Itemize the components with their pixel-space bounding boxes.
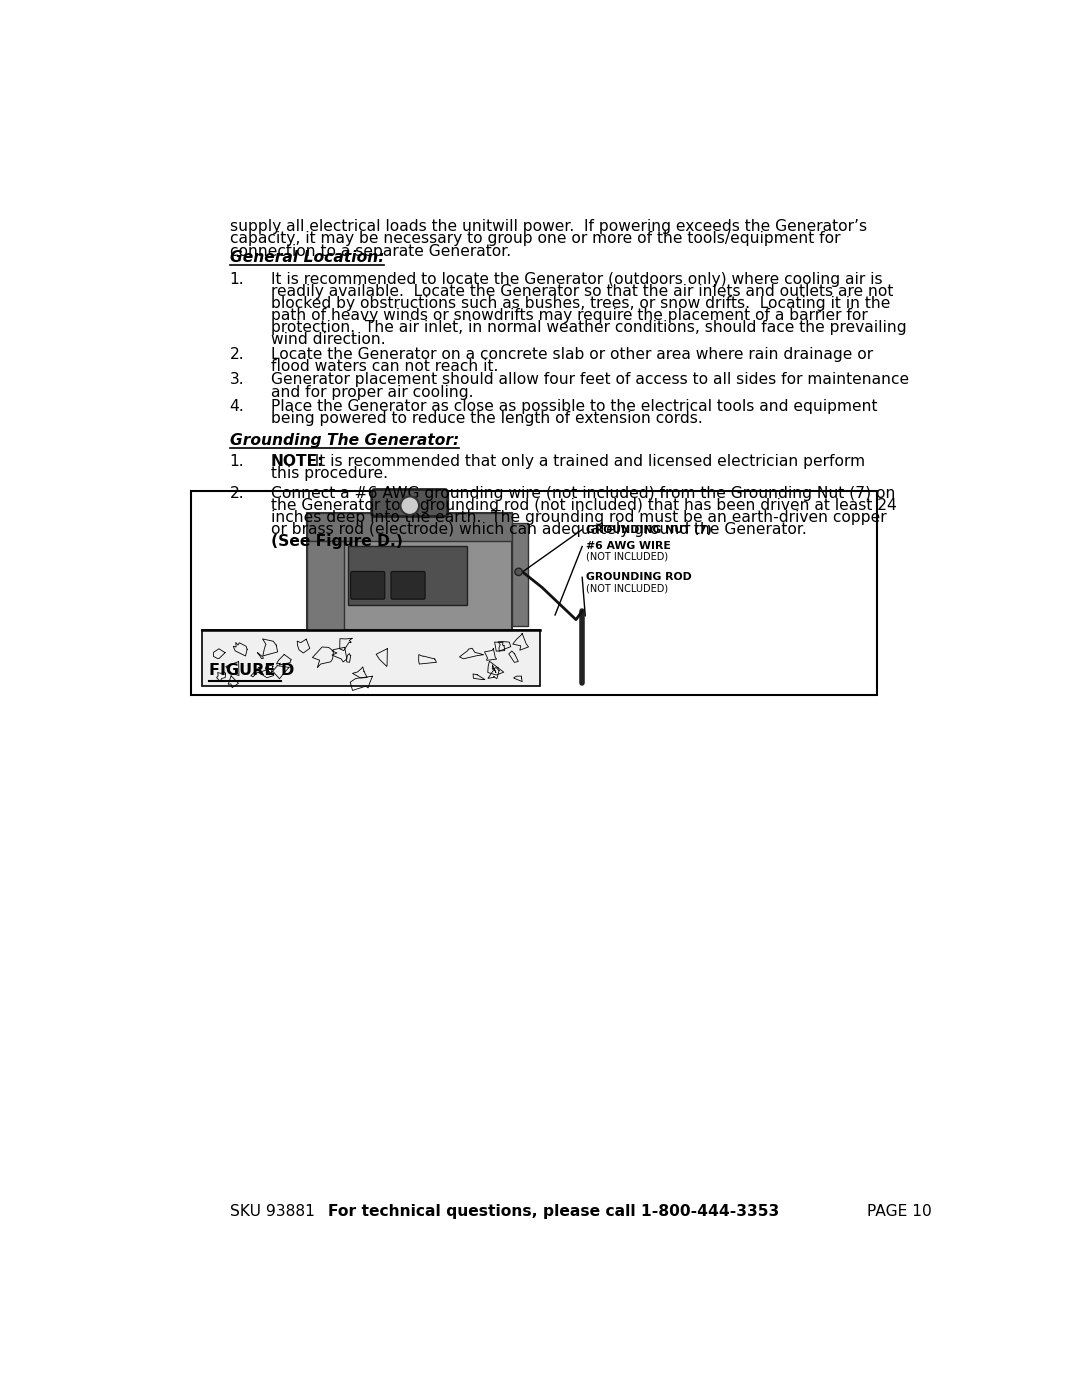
Text: Connect a #6 AWG grounding wire (not included) from the Grounding Nut (7) on: Connect a #6 AWG grounding wire (not inc…	[271, 486, 895, 500]
Text: being powered to reduce the length of extension cords.: being powered to reduce the length of ex…	[271, 411, 702, 426]
Text: and for proper air cooling.: and for proper air cooling.	[271, 384, 473, 400]
Text: this procedure.: this procedure.	[271, 467, 388, 481]
Bar	[191, 490, 877, 696]
Text: connection to a separate Generator.: connection to a separate Generator.	[230, 243, 511, 258]
Text: FIGURE D: FIGURE D	[208, 664, 294, 678]
Text: General Location:: General Location:	[230, 250, 384, 265]
FancyBboxPatch shape	[391, 571, 426, 599]
Text: 2.: 2.	[230, 486, 244, 500]
Text: wind direction.: wind direction.	[271, 332, 386, 348]
Text: 1.: 1.	[230, 454, 244, 469]
Text: (NOT INCLUDED): (NOT INCLUDED)	[586, 583, 669, 594]
Text: path of heavy winds or snowdrifts may require the placement of a barrier for: path of heavy winds or snowdrifts may re…	[271, 309, 867, 323]
Text: inches deep into the earth.  The grounding rod must be an earth-driven copper: inches deep into the earth. The groundin…	[271, 510, 887, 525]
Text: 1.: 1.	[230, 271, 244, 286]
Text: 3.: 3.	[230, 373, 244, 387]
Text: capacity, it may be necessary to group one or more of the tools/equipment for: capacity, it may be necessary to group o…	[230, 232, 840, 246]
Text: blocked by obstructions such as bushes, trees, or snow drifts.  Locating it in t: blocked by obstructions such as bushes, …	[271, 296, 890, 312]
Text: protection.  The air inlet, in normal weather conditions, should face the prevai: protection. The air inlet, in normal wea…	[271, 320, 906, 335]
Text: SKU 93881: SKU 93881	[230, 1204, 314, 1218]
Bar	[307, 513, 512, 630]
Text: #6 AWG WIRE: #6 AWG WIRE	[586, 542, 671, 552]
Text: Generator placement should allow four feet of access to all sides for maintenanc: Generator placement should allow four fe…	[271, 373, 908, 387]
Text: readily available.  Locate the Generator so that the air inlets and outlets are : readily available. Locate the Generator …	[271, 284, 893, 299]
Bar	[512, 522, 528, 626]
FancyBboxPatch shape	[372, 489, 448, 517]
Text: (NOT INCLUDED): (NOT INCLUDED)	[586, 552, 669, 562]
FancyBboxPatch shape	[351, 571, 384, 599]
Text: Grounding The Generator:: Grounding The Generator:	[230, 433, 459, 447]
Text: PAGE 10: PAGE 10	[867, 1204, 932, 1218]
Bar	[307, 542, 345, 630]
Text: the Generator to a grounding rod (not included) that has been driven at least 24: the Generator to a grounding rod (not in…	[271, 497, 896, 513]
Text: It is recommended that only a trained and licensed electrician perform: It is recommended that only a trained an…	[305, 454, 865, 469]
Text: Place the Generator as close as possible to the electrical tools and equipment: Place the Generator as close as possible…	[271, 398, 877, 414]
Text: GROUNDING NUT (7): GROUNDING NUT (7)	[586, 524, 712, 535]
Text: or brass rod (electrode) which can adequately ground the Generator.: or brass rod (electrode) which can adequ…	[271, 522, 807, 538]
Text: NOTE:: NOTE:	[271, 454, 324, 469]
Text: GROUNDING ROD: GROUNDING ROD	[586, 573, 692, 583]
Text: 2.: 2.	[230, 346, 244, 362]
Text: supply all electrical loads the unitwill power.  If powering exceeds the Generat: supply all electrical loads the unitwill…	[230, 219, 866, 235]
Circle shape	[401, 496, 419, 515]
Text: (See Figure D.): (See Figure D.)	[271, 534, 403, 549]
Text: For technical questions, please call 1-800-444-3353: For technical questions, please call 1-8…	[328, 1204, 779, 1218]
Bar	[307, 513, 512, 542]
Text: 4.: 4.	[230, 398, 244, 414]
Bar	[202, 630, 540, 686]
Bar	[348, 546, 468, 605]
Text: flood waters can not reach it.: flood waters can not reach it.	[271, 359, 498, 374]
Text: It is recommended to locate the Generator (outdoors only) where cooling air is: It is recommended to locate the Generato…	[271, 271, 882, 286]
Text: Locate the Generator on a concrete slab or other area where rain drainage or: Locate the Generator on a concrete slab …	[271, 346, 873, 362]
Circle shape	[515, 569, 523, 576]
